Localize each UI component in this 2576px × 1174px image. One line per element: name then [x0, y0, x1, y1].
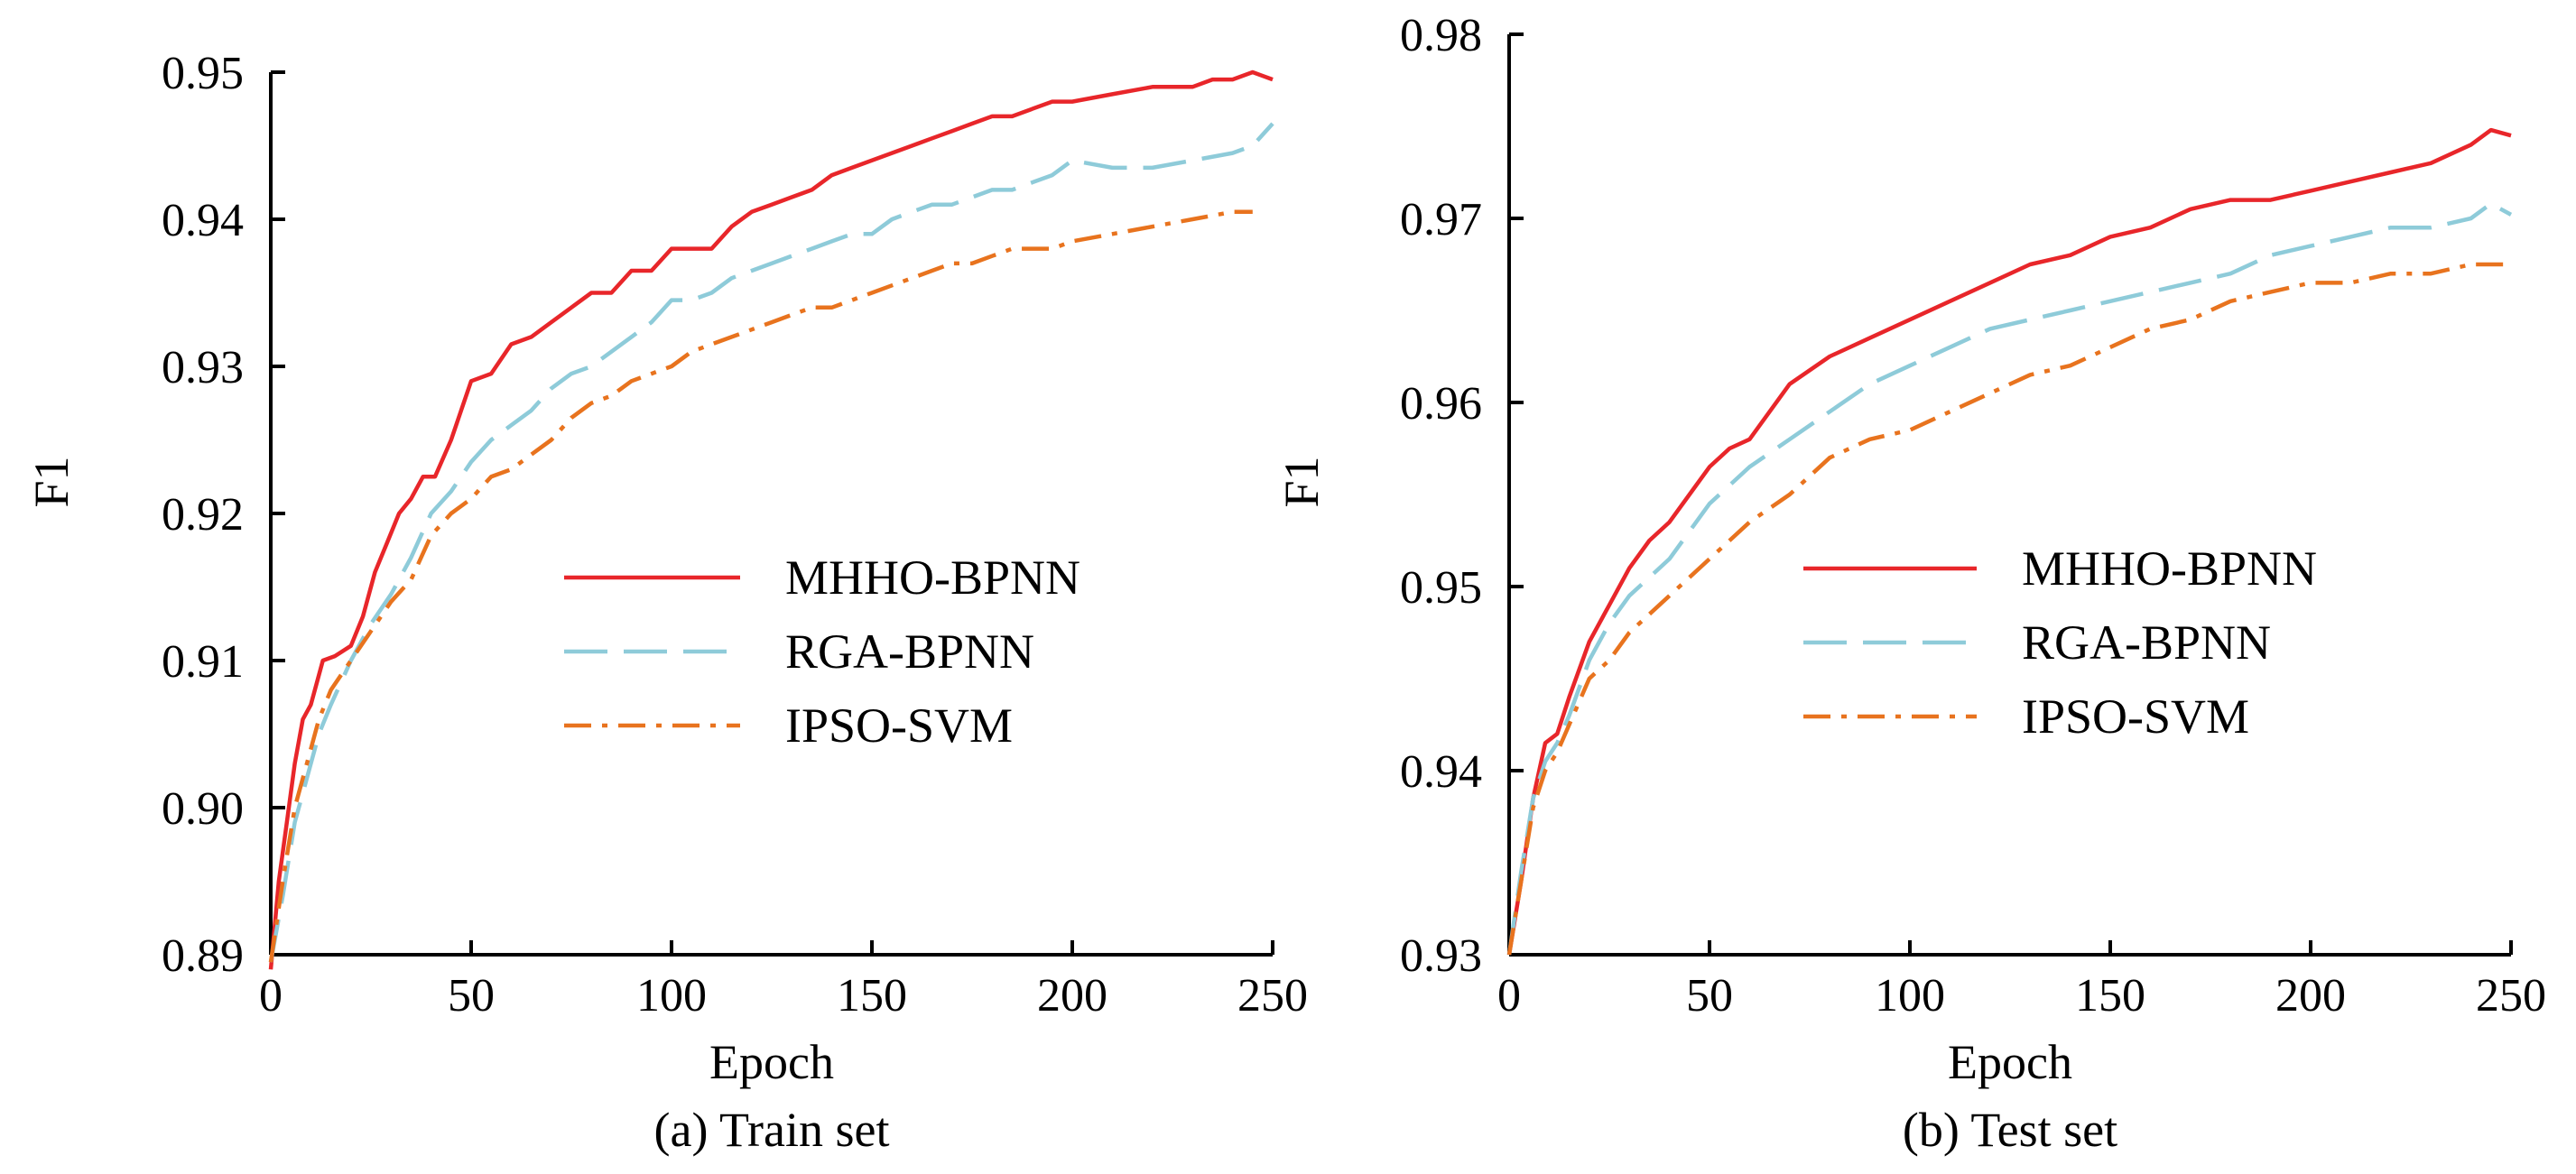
x-tick-label: 250 [1237, 970, 1308, 1021]
y-tick-label: 0.93 [1400, 930, 1482, 982]
y-tick-label: 0.97 [1400, 194, 1482, 245]
x-tick-label: 0 [259, 970, 283, 1021]
x-tick-label: 50 [1686, 970, 1733, 1021]
x-tick-label: 0 [1497, 970, 1521, 1021]
series-line-mhho-bpnn-test [1506, 127, 2512, 956]
x-tick-label: 200 [2275, 970, 2346, 1021]
y-tick-label: 0.91 [162, 636, 244, 688]
x-axis-label-train: Epoch [709, 1035, 834, 1089]
x-tick-label: 200 [1037, 970, 1107, 1021]
x-axis-label-test: Epoch [1948, 1035, 2072, 1089]
y-tick-label: 0.94 [162, 195, 244, 246]
x-tick-label: 250 [2476, 970, 2546, 1021]
x-tick-label: 100 [636, 970, 707, 1021]
y-tick-label: 0.96 [1400, 378, 1482, 430]
y-axis-label-test: F1 [1274, 456, 1329, 507]
legend-label-mhho-bpnn: MHHO-BPNN [785, 550, 1080, 605]
y-tick-label: 0.93 [162, 342, 244, 393]
panel-test-set: 0.93 0.94 0.95 0.96 0.97 0.98 0 50 100 150 200 250 F… [1274, 10, 2546, 1157]
caption-train: (a) Train set [654, 1103, 890, 1157]
legend-label-mhho-bpnn: MHHO-BPNN [2022, 541, 2317, 596]
y-tick-label: 0.92 [162, 489, 244, 541]
caption-test: (b) Test set [1903, 1103, 2117, 1157]
y-tick-label: 0.95 [1400, 562, 1482, 614]
legend-label-rga-bpnn: RGA-BPNN [2022, 615, 2271, 670]
panel-train-set: 0.89 0.90 0.91 0.92 0.93 0.94 0.95 0 50 100 150 200… [24, 48, 1308, 1157]
legend-label-ipso-svm: IPSO-SVM [785, 698, 1013, 753]
series-line-ipso-svm-test [1506, 262, 2511, 956]
y-tick-label: 0.94 [1400, 746, 1482, 798]
legend-label-ipso-svm: IPSO-SVM [2022, 689, 2249, 744]
series-line-ipso-svm-train [268, 209, 1253, 963]
y-tick-label: 0.95 [162, 48, 244, 99]
x-tick-label: 150 [837, 970, 907, 1021]
series-line-mhho-bpnn-train [268, 69, 1274, 970]
y-tick-label: 0.90 [162, 783, 244, 835]
legend-label-rga-bpnn: RGA-BPNN [785, 624, 1034, 679]
y-tick-label: 0.89 [162, 930, 244, 982]
x-tick-label: 100 [1875, 970, 1945, 1021]
x-tick-label: 150 [2075, 970, 2145, 1021]
series-line-rga-bpnn-test [1506, 201, 2513, 956]
y-tick-label: 0.98 [1400, 10, 1482, 61]
series-line-rga-bpnn-train [268, 122, 1274, 963]
y-axis-label-train: F1 [24, 456, 79, 507]
x-tick-label: 50 [448, 970, 495, 1021]
